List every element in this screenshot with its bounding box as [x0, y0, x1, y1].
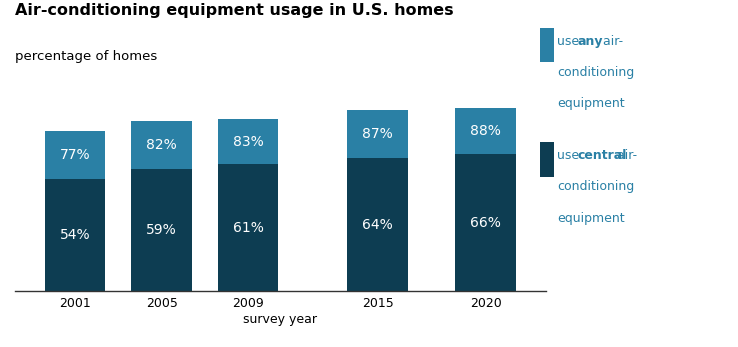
- Text: 59%: 59%: [146, 223, 177, 237]
- Text: 61%: 61%: [232, 221, 263, 235]
- Bar: [131, 169, 192, 291]
- Bar: [218, 164, 278, 291]
- Bar: [45, 131, 106, 179]
- Text: conditioning: conditioning: [557, 66, 635, 79]
- Text: 54%: 54%: [60, 228, 91, 242]
- Bar: [131, 121, 192, 169]
- Text: Air-conditioning equipment usage in U.S. homes: Air-conditioning equipment usage in U.S.…: [15, 3, 453, 18]
- Text: 64%: 64%: [362, 218, 393, 232]
- Text: 82%: 82%: [146, 138, 177, 152]
- Text: 83%: 83%: [232, 135, 263, 149]
- Text: percentage of homes: percentage of homes: [15, 50, 157, 63]
- Text: equipment: equipment: [557, 212, 625, 225]
- Text: air-: air-: [613, 149, 638, 162]
- Text: air-: air-: [599, 35, 623, 48]
- X-axis label: survey year: survey year: [244, 313, 317, 326]
- Text: use: use: [557, 35, 583, 48]
- Text: any: any: [578, 35, 604, 48]
- Bar: [45, 179, 106, 291]
- Text: 88%: 88%: [470, 124, 501, 138]
- Bar: [455, 154, 516, 291]
- Text: 66%: 66%: [470, 216, 501, 230]
- Text: conditioning: conditioning: [557, 180, 635, 193]
- Text: equipment: equipment: [557, 97, 625, 110]
- Text: central: central: [578, 149, 627, 162]
- Bar: [348, 158, 408, 291]
- Text: 77%: 77%: [60, 148, 91, 162]
- Text: use: use: [557, 149, 583, 162]
- Bar: [348, 110, 408, 158]
- Text: 87%: 87%: [362, 127, 393, 141]
- Bar: [455, 108, 516, 154]
- Bar: [218, 119, 278, 164]
